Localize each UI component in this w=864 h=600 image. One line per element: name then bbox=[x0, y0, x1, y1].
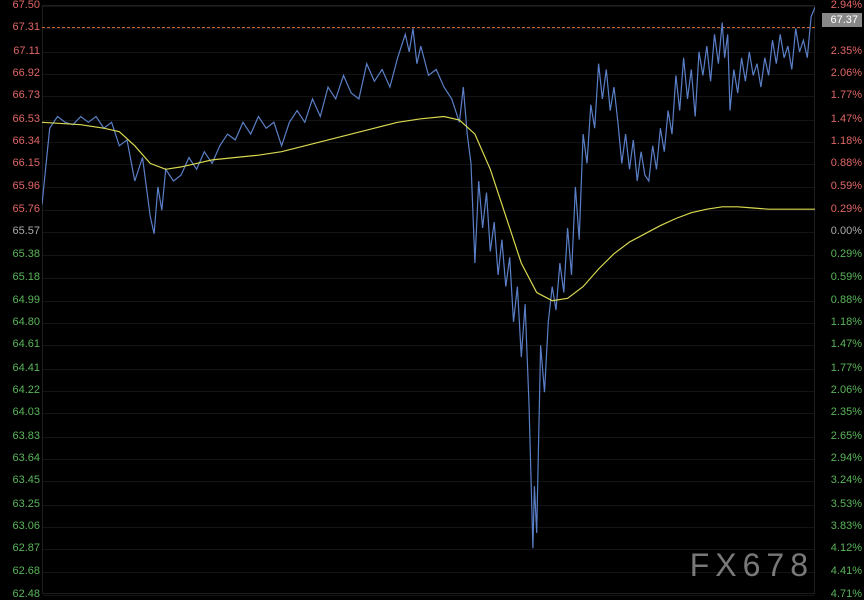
y-axis-right-label: 1.77% bbox=[818, 89, 862, 101]
y-axis-left-label: 65.38 bbox=[2, 248, 40, 260]
chart-lines bbox=[42, 5, 815, 594]
y-axis-left-label: 64.80 bbox=[2, 316, 40, 328]
y-axis-left-label: 66.53 bbox=[2, 113, 40, 125]
y-axis-left-label: 64.22 bbox=[2, 384, 40, 396]
y-axis-left-label: 67.11 bbox=[2, 45, 40, 57]
y-axis-left-label: 62.48 bbox=[2, 588, 40, 600]
y-axis-left-label: 64.03 bbox=[2, 406, 40, 418]
y-axis-right-label: 1.77% bbox=[818, 362, 862, 374]
y-axis-right-label: 1.18% bbox=[818, 135, 862, 147]
y-axis-left-label: 65.57 bbox=[2, 225, 40, 237]
y-axis-left-label: 62.68 bbox=[2, 565, 40, 577]
y-axis-left-label: 65.76 bbox=[2, 203, 40, 215]
y-axis-right-label: 2.94% bbox=[818, 0, 862, 11]
y-axis-right-label: 0.88% bbox=[818, 294, 862, 306]
y-axis-left-label: 64.99 bbox=[2, 294, 40, 306]
gridline bbox=[43, 595, 814, 596]
y-axis-left-label: 65.96 bbox=[2, 180, 40, 192]
y-axis-left-label: 63.83 bbox=[2, 430, 40, 442]
y-axis-right-label: 3.24% bbox=[818, 474, 862, 486]
current-price-marker: 67.37 bbox=[822, 13, 862, 27]
y-axis-left-label: 67.50 bbox=[2, 0, 40, 11]
y-axis-left-label: 66.73 bbox=[2, 89, 40, 101]
y-axis-left-label: 62.87 bbox=[2, 542, 40, 554]
y-axis-right-label: 1.47% bbox=[818, 338, 862, 350]
y-axis-left-label: 64.41 bbox=[2, 362, 40, 374]
y-axis-right-label: 2.35% bbox=[818, 45, 862, 57]
current-price-value: 67.37 bbox=[830, 14, 858, 26]
y-axis-left-label: 63.25 bbox=[2, 498, 40, 510]
y-axis-right-label: 0.59% bbox=[818, 180, 862, 192]
y-axis-left-label: 63.64 bbox=[2, 452, 40, 464]
y-axis-right-label: 0.00% bbox=[818, 225, 862, 237]
price-chart: 67.50 67.31 67.11 66.92 66.73 66.53 66.34 66.15… bbox=[0, 0, 864, 599]
y-axis-right-label: 3.83% bbox=[818, 520, 862, 532]
watermark: FX678 bbox=[690, 547, 814, 584]
moving-average-line bbox=[42, 117, 815, 301]
price-line bbox=[42, 7, 815, 548]
y-axis-right-label: 0.29% bbox=[818, 203, 862, 215]
y-axis-left-label: 66.15 bbox=[2, 157, 40, 169]
y-axis-right-label: 0.88% bbox=[818, 157, 862, 169]
y-axis-left-label: 65.18 bbox=[2, 271, 40, 283]
y-axis-left-label: 64.61 bbox=[2, 338, 40, 350]
y-axis-right-label: 2.06% bbox=[818, 67, 862, 79]
y-axis-right-label: 2.94% bbox=[818, 452, 862, 464]
y-axis-right-label: 3.53% bbox=[818, 498, 862, 510]
y-axis-right-label: 4.12% bbox=[818, 542, 862, 554]
y-axis-right-label: 0.29% bbox=[818, 248, 862, 260]
y-axis-left-label: 63.45 bbox=[2, 474, 40, 486]
y-axis-right-label: 2.06% bbox=[818, 384, 862, 396]
y-axis-left-label: 66.92 bbox=[2, 67, 40, 79]
y-axis-right-label: 0.59% bbox=[818, 271, 862, 283]
y-axis-right-label: 1.47% bbox=[818, 113, 862, 125]
y-axis-left-label: 63.06 bbox=[2, 520, 40, 532]
y-axis-left-label: 67.31 bbox=[2, 21, 40, 33]
y-axis-right-label: 4.41% bbox=[818, 565, 862, 577]
y-axis-right-label: 2.35% bbox=[818, 406, 862, 418]
y-axis-right-label: 4.71% bbox=[818, 588, 862, 600]
y-axis-right-label: 1.18% bbox=[818, 316, 862, 328]
y-axis-left-label: 66.34 bbox=[2, 135, 40, 147]
y-axis-right-label: 2.65% bbox=[818, 430, 862, 442]
